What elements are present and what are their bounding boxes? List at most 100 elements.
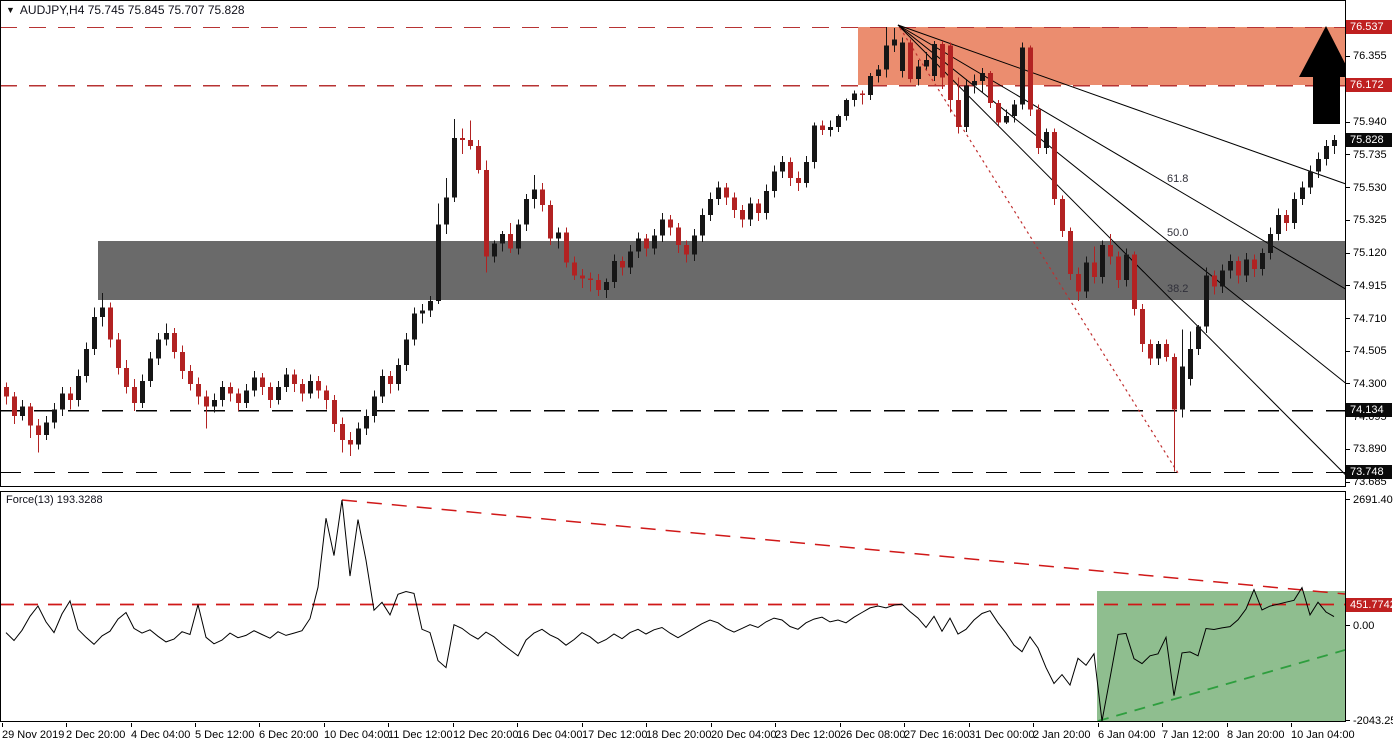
time-tick-mark	[775, 723, 776, 727]
candle-body	[892, 39, 897, 46]
time-tick-mark	[1098, 723, 1099, 727]
axis-tick-mark	[1346, 187, 1350, 189]
time-tick-label: 20 Dec 04:00	[711, 729, 777, 741]
candle-body	[732, 197, 737, 211]
candle-body	[1020, 47, 1025, 105]
candle-body	[380, 375, 385, 397]
candle-body	[1116, 256, 1121, 281]
axis-tick-mark	[1346, 720, 1350, 722]
candle-body	[100, 307, 105, 317]
axis-tick-mark	[1346, 285, 1350, 287]
candle-body	[1052, 131, 1057, 199]
price-tick-label: 75.120	[1353, 247, 1387, 260]
candle-body	[964, 85, 969, 128]
time-tick-label: 29 Nov 2019	[2, 729, 65, 741]
symbol-dropdown-icon[interactable]: ▼	[6, 5, 15, 15]
axis-tick-mark	[1346, 252, 1350, 254]
candle-body	[1220, 270, 1225, 287]
candle-body	[948, 45, 953, 100]
time-tick-label: 10 Jan 04:00	[1291, 729, 1355, 741]
time-tick-mark	[711, 723, 712, 727]
time-tick-label: 6 Dec 20:00	[259, 729, 319, 741]
candle-body	[116, 339, 121, 369]
level-price-label: 74.134	[1346, 403, 1392, 418]
candle-body	[20, 406, 25, 416]
candle-body	[556, 232, 561, 239]
axis-tick-mark	[1346, 625, 1350, 627]
candle-body	[236, 393, 241, 404]
axis-tick-mark	[1346, 481, 1350, 483]
candle-body	[428, 300, 433, 311]
price-tick-label: 76.355	[1353, 50, 1387, 63]
axis-tick-mark	[1346, 55, 1350, 57]
axis-tick-mark	[1346, 219, 1350, 221]
candle-body	[28, 406, 33, 426]
candle-body	[52, 409, 57, 423]
candle-body	[596, 280, 601, 290]
candle-body	[260, 377, 265, 388]
candle-body	[828, 127, 833, 131]
indicator-label: Force(13) 193.3288	[6, 494, 103, 506]
ohlc-values: 75.745 75.845 75.707 75.828	[87, 3, 245, 17]
candle-body	[652, 235, 657, 249]
candle-body	[1036, 109, 1041, 148]
time-tick-label: 8 Jan 20:00	[1227, 729, 1285, 741]
price-tick-label: 0.00	[1353, 619, 1375, 632]
time-tick-label: 27 Dec 16:00	[904, 729, 970, 741]
candle-body	[1100, 245, 1105, 278]
time-tick-label: 5 Dec 12:00	[195, 729, 255, 741]
candle-body	[604, 281, 609, 290]
candle-body	[420, 310, 425, 314]
candle-body	[804, 162, 809, 183]
candle-body	[1196, 326, 1201, 349]
candle-body	[820, 125, 825, 131]
panel-border	[0, 0, 1346, 487]
candle-body	[60, 393, 65, 410]
candle-body	[276, 387, 281, 400]
candle-body	[780, 162, 785, 172]
candle-body	[300, 383, 305, 394]
panel-borders	[0, 0, 1346, 722]
time-tick-label: 4 Dec 04:00	[131, 729, 191, 741]
main-price-panel[interactable]: 61.8 50.0 38.2	[0, 24, 1352, 475]
candle-body	[1108, 245, 1113, 257]
price-axis[interactable]: 76.35576.15075.94075.73575.53075.32575.1…	[1346, 0, 1393, 752]
time-tick-label: 2 Dec 20:00	[66, 729, 126, 741]
candle-body	[1132, 254, 1137, 309]
candle-body	[468, 139, 473, 147]
candle-body	[36, 425, 41, 436]
candle-body	[1204, 275, 1209, 327]
candle-body	[140, 380, 145, 404]
candle-body	[1292, 198, 1297, 223]
candle-body	[884, 45, 889, 70]
candle-body	[460, 138, 465, 140]
time-axis[interactable]: 29 Nov 2019 2 Dec 20:00 4 Dec 04:00 5 Dec 1…	[0, 723, 1393, 752]
force-level-label: 451.7742	[1346, 597, 1393, 612]
candle-body	[1316, 158, 1321, 172]
time-tick-mark	[66, 723, 67, 727]
price-tick-label: 74.710	[1353, 312, 1387, 325]
force-indicator-panel[interactable]	[0, 499, 1346, 721]
candle-body	[1044, 131, 1049, 148]
candle-body	[292, 374, 297, 384]
candle-body	[356, 428, 361, 445]
buy-arrow-icon	[1299, 26, 1345, 124]
candle-body	[436, 224, 441, 301]
fan-line	[897, 24, 1345, 185]
candle-body	[1284, 214, 1289, 223]
candle-body	[44, 422, 49, 436]
price-tick-label: -2043.25	[1353, 714, 1393, 727]
price-tick-label: 73.890	[1353, 443, 1387, 456]
candle-body	[916, 66, 921, 80]
fib-level-label: 61.8	[1167, 173, 1188, 185]
candle-body	[700, 214, 705, 236]
candle-body	[980, 72, 985, 81]
candle-body	[1188, 348, 1193, 380]
candle-body	[164, 332, 169, 340]
candle-body	[1124, 254, 1129, 281]
axis-tick-mark	[1346, 350, 1350, 352]
candle-body	[708, 198, 713, 215]
candle-body	[1276, 214, 1281, 234]
candle-body	[676, 227, 681, 246]
